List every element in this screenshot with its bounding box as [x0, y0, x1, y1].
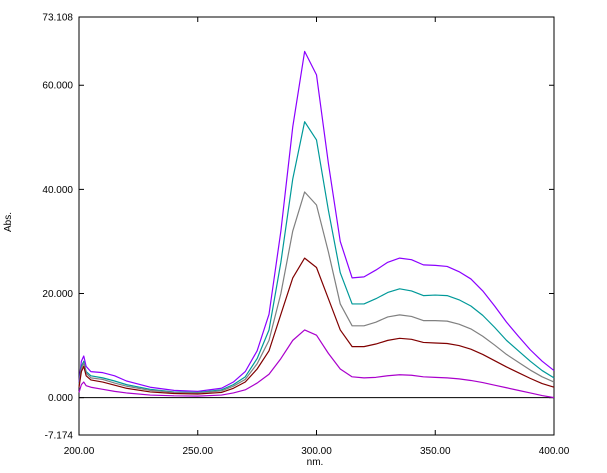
spectrum-series-line-3 — [78, 191, 555, 394]
y-tick-label: 20.000 — [42, 289, 73, 300]
x-axis-label: nm. — [307, 457, 324, 468]
x-tick-label: 350.00 — [420, 446, 451, 457]
spectrum-series-line-2 — [78, 121, 555, 394]
spectrum-series-line-5 — [78, 329, 555, 399]
x-tick-label: 200.00 — [64, 446, 95, 457]
y-tick-label: 0.000 — [48, 393, 73, 404]
x-tick-label: 250.00 — [182, 446, 213, 457]
plot-area-frame — [78, 16, 555, 436]
y-tick-label: 40.000 — [42, 185, 73, 196]
y-axis-label: Abs. — [3, 212, 14, 232]
spectrum-series-line-4 — [78, 257, 555, 395]
y-tick-label: 60.000 — [42, 81, 73, 92]
x-tick-label: 300.00 — [301, 446, 332, 457]
spectrum-series-line-1 — [78, 50, 555, 392]
x-tick-label: 400.00 — [539, 446, 570, 457]
y-tick-label: 73.108 — [42, 13, 73, 24]
y-tick-label: -7.174 — [45, 431, 74, 442]
